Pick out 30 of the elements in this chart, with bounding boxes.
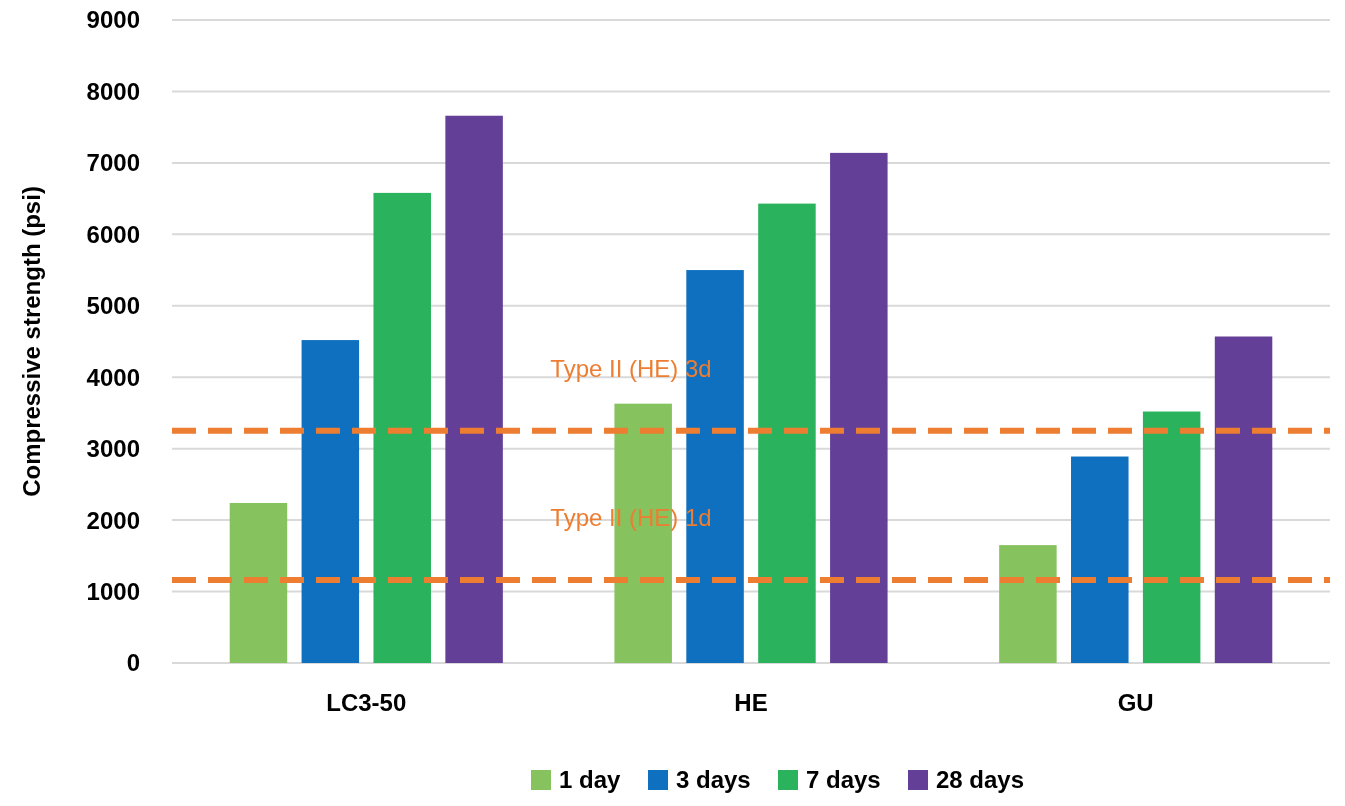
x-tick-label: LC3-50 (326, 689, 407, 716)
legend-label: 3 days (676, 766, 751, 794)
bar (301, 340, 360, 663)
x-tick-label: GU (1117, 689, 1154, 716)
y-tick-label: 7000 (86, 149, 140, 177)
bar (758, 203, 816, 663)
y-tick-label: 9000 (86, 6, 140, 34)
legend-label: 7 days (806, 766, 881, 794)
y-tick-label: 3000 (86, 435, 140, 463)
y-tick-label: 6000 (86, 220, 140, 248)
bar (373, 192, 431, 663)
bar (1142, 411, 1201, 663)
bar (1071, 456, 1129, 663)
x-tick-label: HE (734, 689, 768, 716)
ref-line-label: Type II (HE) 3d (550, 354, 712, 382)
bar (999, 545, 1057, 663)
bar (830, 152, 888, 663)
y-tick-label: 1000 (86, 577, 140, 605)
y-axis-title: Compressive strength (psi) (18, 186, 45, 497)
y-tick-label: 0 (126, 649, 140, 677)
y-tick-label: 8000 (86, 77, 140, 105)
y-tick-label: 4000 (86, 363, 140, 391)
bar (445, 115, 503, 663)
legend-label: 28 days (936, 766, 1025, 794)
bar (1214, 336, 1273, 663)
bar (686, 270, 744, 663)
bar (229, 502, 288, 663)
y-tick-label: 5000 (86, 292, 140, 320)
legend-label: 1 day (559, 766, 622, 794)
y-tick-label: 2000 (86, 506, 140, 534)
